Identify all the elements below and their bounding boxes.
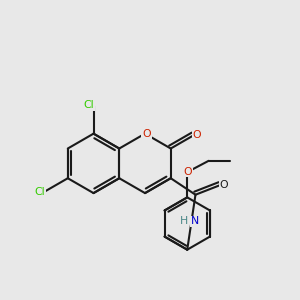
Text: O: O (184, 167, 192, 176)
Text: Cl: Cl (34, 187, 45, 197)
Text: O: O (219, 180, 228, 190)
Text: O: O (142, 129, 151, 139)
Text: O: O (193, 130, 201, 140)
Text: Cl: Cl (84, 100, 94, 110)
Text: H: H (180, 216, 188, 226)
Text: N: N (191, 217, 199, 226)
